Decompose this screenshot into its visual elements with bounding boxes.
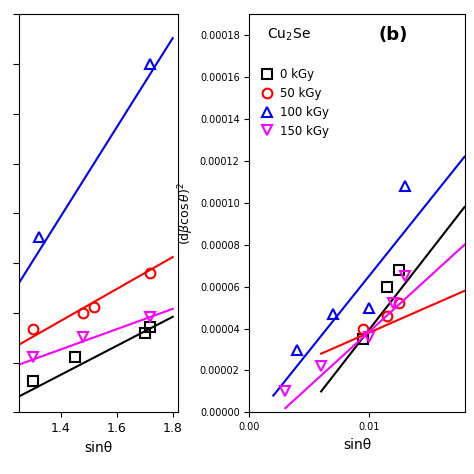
Legend: 0 kGy, 50 kGy, 100 kGy, 150 kGy: 0 kGy, 50 kGy, 100 kGy, 150 kGy (260, 68, 328, 137)
X-axis label: sinθ: sinθ (343, 438, 371, 452)
Y-axis label: $(\mathregular{d}\beta\cos\theta)^2$: $(\mathregular{d}\beta\cos\theta)^2$ (176, 182, 196, 245)
Text: (b): (b) (378, 26, 408, 44)
Text: Cu$_2$Se: Cu$_2$Se (267, 26, 310, 43)
X-axis label: sinθ: sinθ (84, 441, 113, 455)
